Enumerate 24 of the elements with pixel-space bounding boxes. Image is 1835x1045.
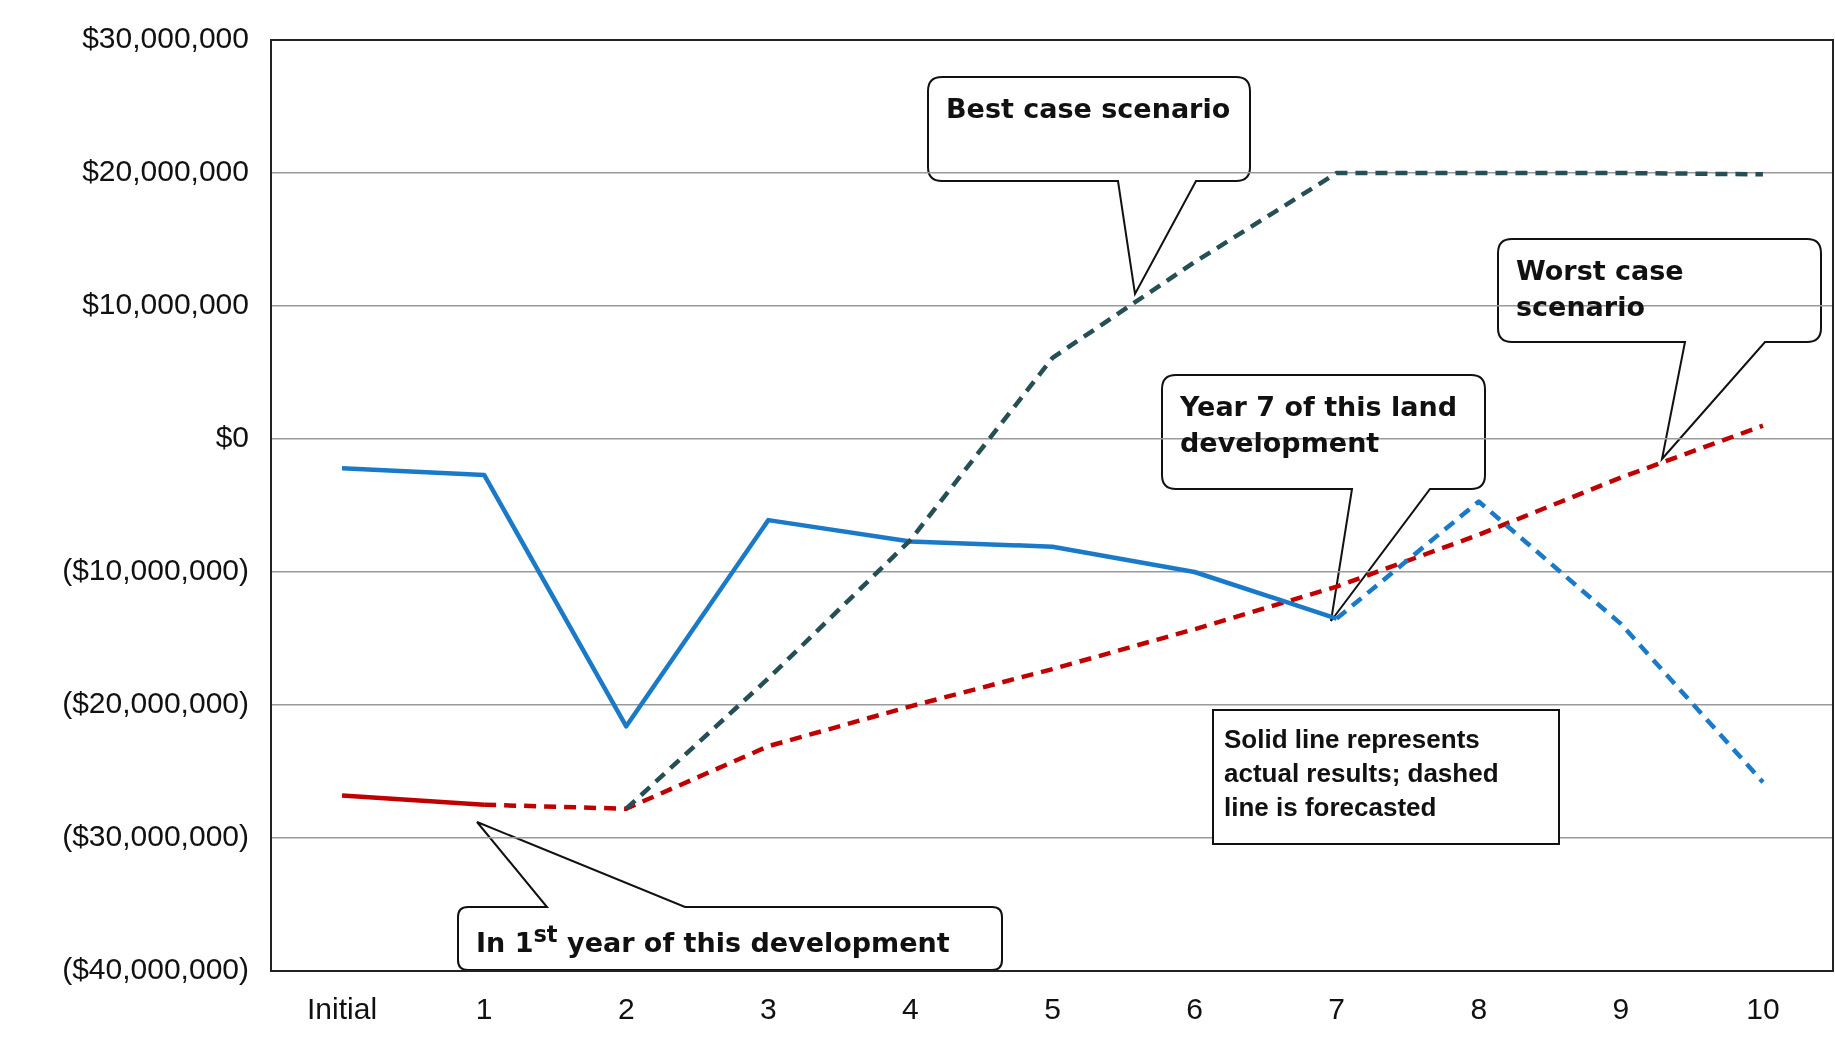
x-tick-label: Initial bbox=[307, 992, 378, 1026]
y-tick-label: $20,000,000 bbox=[82, 154, 249, 188]
y-tick-label: ($20,000,000) bbox=[62, 686, 249, 720]
x-tick-label: 2 bbox=[617, 992, 635, 1026]
x-tick-label: 3 bbox=[759, 992, 777, 1026]
x-tick-label: 1 bbox=[475, 992, 493, 1026]
y-tick-label: $30,000,000 bbox=[82, 21, 249, 55]
y-tick-label: ($40,000,000) bbox=[62, 952, 249, 986]
annotation: In 1$^{st}$ year of this development bbox=[476, 920, 951, 960]
annotation: Worst case scenario bbox=[1516, 254, 1685, 325]
y-tick-label: ($10,000,000) bbox=[62, 553, 249, 587]
x-tick-label: 9 bbox=[1612, 992, 1630, 1026]
x-tick-label: 5 bbox=[1044, 992, 1061, 1026]
y-tick-label: $0 bbox=[215, 420, 249, 454]
x-tick-label: 7 bbox=[1328, 992, 1346, 1026]
x-tick-label: 4 bbox=[902, 992, 919, 1026]
x-tick-label: 10 bbox=[1746, 992, 1780, 1026]
x-tick-label: 6 bbox=[1186, 992, 1203, 1026]
annotation: Best case scenario bbox=[946, 92, 1232, 126]
annotation: Year 7 of this land development bbox=[1180, 390, 1459, 461]
x-tick-label: 8 bbox=[1470, 992, 1488, 1026]
y-tick-label: ($30,000,000) bbox=[62, 819, 249, 853]
annotation: Solid line represents actual results; dashed line is forecasted bbox=[1212, 709, 1560, 845]
y-tick-label: $10,000,000 bbox=[82, 287, 249, 321]
